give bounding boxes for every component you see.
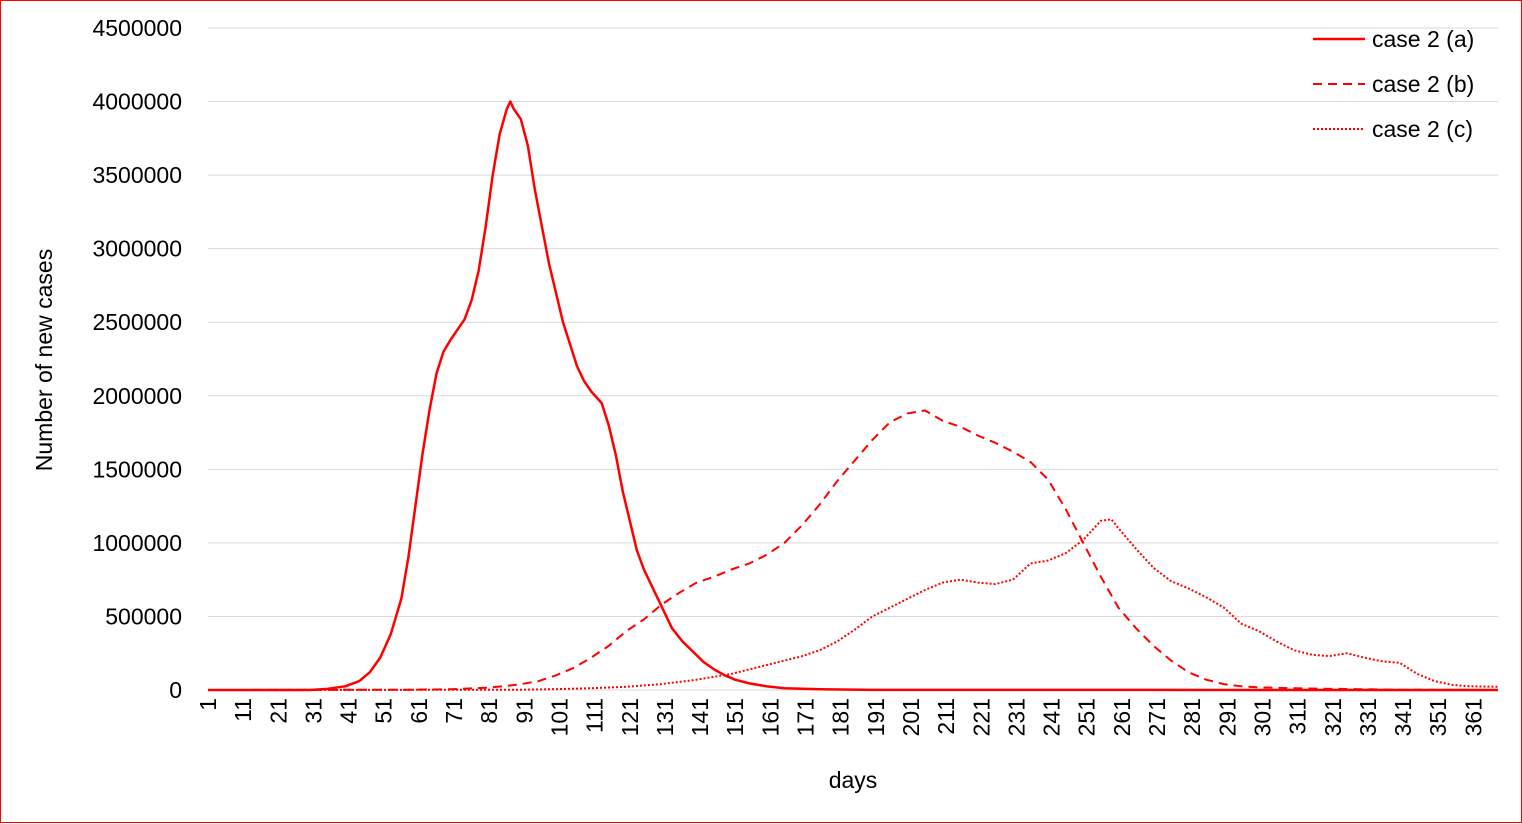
x-tick-label: 101 xyxy=(546,698,572,736)
series-line-solid xyxy=(208,100,1499,692)
x-tick-label: 191 xyxy=(863,698,889,736)
x-tick-label: 131 xyxy=(652,698,678,736)
series-line-dotted xyxy=(207,518,1499,691)
series-lines xyxy=(207,100,1499,692)
x-tick-label: 291 xyxy=(1214,698,1240,736)
y-tick-label: 4000000 xyxy=(92,89,182,115)
x-axis-title: days xyxy=(829,767,878,793)
y-tick-label: 3500000 xyxy=(92,162,182,188)
legend-label: case 2 (b) xyxy=(1372,71,1474,97)
y-tick-label: 500000 xyxy=(105,603,182,629)
x-tick-label: 261 xyxy=(1109,698,1135,736)
x-tick-label: 11 xyxy=(230,698,256,722)
x-tick-label: 121 xyxy=(617,698,643,736)
gridlines xyxy=(208,27,1498,617)
x-tick-label: 251 xyxy=(1074,698,1100,736)
x-tick-label: 181 xyxy=(828,698,854,736)
x-tick-label: 31 xyxy=(300,698,326,724)
x-tick-label: 151 xyxy=(722,698,748,736)
y-tick-label: 3000000 xyxy=(92,236,182,262)
x-tick-label: 71 xyxy=(441,698,467,724)
x-tick-label: 301 xyxy=(1249,698,1275,736)
x-tick-label: 21 xyxy=(265,698,291,724)
x-tick-label: 351 xyxy=(1425,698,1451,736)
x-tick-label: 161 xyxy=(757,698,783,736)
x-tick-label: 311 xyxy=(1285,698,1311,735)
x-tick-label: 111 xyxy=(582,698,608,733)
x-tick-label: 231 xyxy=(1003,698,1029,736)
x-tick-label: 41 xyxy=(336,698,362,724)
y-tick-label: 4500000 xyxy=(92,15,182,41)
y-axis-title: Number of new cases xyxy=(31,249,57,471)
x-tick-label: 171 xyxy=(793,698,819,736)
x-tick-label: 281 xyxy=(1179,698,1205,736)
x-tick-label: 51 xyxy=(371,698,397,724)
y-tick-label: 2500000 xyxy=(92,309,182,335)
x-tick-label: 331 xyxy=(1355,698,1381,736)
x-tick-label: 321 xyxy=(1320,698,1346,736)
y-tick-label: 1500000 xyxy=(92,456,182,482)
x-tick-label: 211 xyxy=(933,698,959,735)
x-tick-label: 271 xyxy=(1144,698,1170,736)
x-tick-label: 201 xyxy=(898,698,924,736)
series-line-dashed xyxy=(207,409,1499,691)
x-tick-label: 361 xyxy=(1460,698,1486,736)
x-tick-label: 61 xyxy=(406,698,432,724)
legend-label: case 2 (a) xyxy=(1372,26,1474,52)
x-tick-label: 91 xyxy=(511,698,537,724)
x-tick-label: 1 xyxy=(195,698,221,711)
x-tick-label: 341 xyxy=(1390,698,1416,736)
y-tick-label: 0 xyxy=(169,677,182,703)
axes: 0 500000 1000000 1500000 2000000 2500000 30000… xyxy=(92,15,1498,736)
y-tick-label: 2000000 xyxy=(92,383,182,409)
x-tick-label: 81 xyxy=(476,698,502,724)
legend: case 2 (a) case 2 (b) case 2 (c) xyxy=(1313,26,1474,142)
x-tick-label: 241 xyxy=(1039,698,1065,736)
x-tick-label: 141 xyxy=(687,698,713,736)
legend-label: case 2 (c) xyxy=(1372,116,1473,142)
x-tick-label: 221 xyxy=(968,698,994,736)
y-tick-label: 1000000 xyxy=(92,530,182,556)
